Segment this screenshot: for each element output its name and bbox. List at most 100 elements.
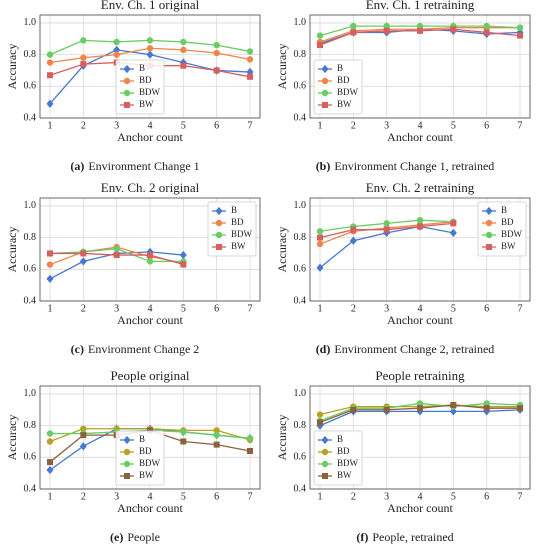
legend-label: BW <box>231 241 246 251</box>
marker <box>483 29 490 36</box>
x-tick-label: 2 <box>351 491 356 502</box>
legend-label: BD <box>231 217 244 227</box>
marker <box>180 428 187 436</box>
marker <box>350 22 357 30</box>
y-tick-label: 0.6 <box>24 81 37 92</box>
x-tick-label: 1 <box>318 491 323 502</box>
x-tick-label: 3 <box>114 303 119 314</box>
y-axis-label: Accuracy <box>275 227 289 273</box>
marker <box>483 405 490 412</box>
plot-frame <box>309 385 531 490</box>
marker <box>46 99 54 108</box>
marker <box>246 73 253 80</box>
x-tick-label: 6 <box>214 303 219 314</box>
marker <box>316 32 324 39</box>
marker <box>383 220 390 227</box>
marker <box>350 406 357 413</box>
caption: (f) People, retrained <box>356 530 453 544</box>
y-tick-label: 1.0 <box>294 17 307 28</box>
x-axis-label: Anchor count <box>387 313 453 327</box>
x-tick-label: 2 <box>81 120 86 131</box>
marker <box>46 51 54 58</box>
caption-label: (c) <box>71 342 84 356</box>
marker <box>213 49 220 57</box>
y-tick-label: 1.0 <box>24 200 37 211</box>
legend-marker <box>321 77 329 85</box>
marker <box>383 226 390 233</box>
marker <box>146 252 153 259</box>
marker <box>316 240 324 248</box>
legend-label: BD <box>337 446 350 456</box>
x-tick-label: 5 <box>451 491 456 502</box>
chart-panel: Env. Ch. 2 retraining 0.4 0.6 0.8 1.0 1 2 3 4 5 6 7… <box>275 180 531 356</box>
chart-panel: Env. Ch. 2 original 0.4 0.6 0.8 1.0 1 2 3 4 5 6 7 An… <box>5 180 261 356</box>
x-tick-label: 3 <box>384 303 389 314</box>
legend-marker <box>123 77 131 85</box>
marker <box>246 447 253 454</box>
legend-label: B <box>337 63 343 73</box>
legend-marker <box>123 89 131 97</box>
x-tick-label: 1 <box>318 120 323 131</box>
marker <box>179 250 187 260</box>
legend-box <box>313 59 363 115</box>
y-tick-label: 0.8 <box>24 420 37 431</box>
plot-frame <box>39 197 261 302</box>
marker <box>80 250 87 257</box>
x-axis-label: Anchor count <box>117 313 183 327</box>
chart-title: Env. Ch. 1 retraining <box>366 0 475 12</box>
y-tick-label: 1.0 <box>24 17 37 28</box>
x-tick-label: 3 <box>384 491 389 502</box>
marker <box>46 261 54 268</box>
caption-text: Environment Change 2, retrained <box>334 342 494 356</box>
legend-marker <box>321 448 329 456</box>
y-tick-label: 0.8 <box>294 420 307 431</box>
chart-title: People retraining <box>375 368 465 383</box>
marker <box>180 46 187 54</box>
legend-marker <box>321 460 329 468</box>
legend-marker <box>321 64 329 74</box>
y-tick-label: 1.0 <box>24 388 37 399</box>
chart-panel: People original 0.4 0.6 0.8 1.0 1 2 3 4 5 6 7 Anchor… <box>5 368 261 544</box>
marker <box>449 228 457 237</box>
y-tick-label: 0.6 <box>24 452 37 463</box>
legend-label: BW <box>337 470 352 480</box>
marker <box>213 431 220 439</box>
marker <box>350 226 357 233</box>
legend-label: BW <box>139 99 154 109</box>
legend-label: BD <box>139 75 152 85</box>
marker <box>516 32 523 39</box>
legend-marker <box>485 219 493 227</box>
legend-label: B <box>501 205 507 215</box>
marker <box>246 48 254 55</box>
x-tick-label: 7 <box>248 491 253 502</box>
y-tick-label: 0.4 <box>294 295 307 306</box>
legend-marker <box>321 435 329 445</box>
plot-frame <box>309 14 531 119</box>
x-tick-label: 6 <box>214 491 219 502</box>
marker <box>516 405 523 412</box>
legend-marker <box>485 244 492 251</box>
marker <box>416 223 423 230</box>
x-tick-label: 3 <box>114 120 119 131</box>
x-axis-label: Anchor count <box>117 130 183 144</box>
x-tick-label: 7 <box>518 303 523 314</box>
marker <box>213 67 220 74</box>
legend-marker <box>321 89 329 97</box>
x-tick-label: 5 <box>181 120 186 131</box>
y-axis-label: Accuracy <box>5 44 19 90</box>
legend-label: BD <box>139 446 152 456</box>
x-tick-label: 1 <box>318 303 323 314</box>
legend-label: B <box>337 434 343 444</box>
x-tick-label: 6 <box>214 120 219 131</box>
y-axis-label: Accuracy <box>5 227 19 273</box>
x-tick-label: 2 <box>351 120 356 131</box>
x-tick-label: 2 <box>351 303 356 314</box>
plot-frame <box>309 197 531 302</box>
x-axis-label: Anchor count <box>387 501 453 515</box>
legend-marker <box>123 448 131 456</box>
x-tick-label: 5 <box>181 303 186 314</box>
x-tick-label: 4 <box>418 491 423 502</box>
y-tick-label: 0.6 <box>24 264 37 275</box>
legend-marker <box>124 473 131 480</box>
